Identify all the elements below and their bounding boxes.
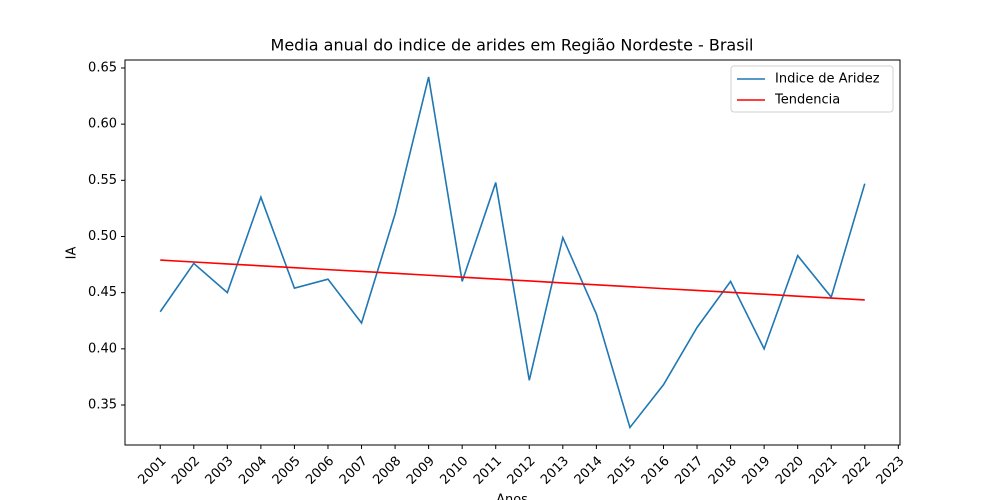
legend-label: Indice de Aridez [775,72,880,87]
y-tick-label: 0.40 [88,341,117,356]
y-tick-label: 0.60 [88,117,117,132]
y-tick-label: 0.55 [88,173,117,188]
y-tick-label: 0.50 [88,229,117,244]
y-tick-label: 0.65 [88,60,117,75]
y-tick-label: 0.35 [88,398,117,413]
plot-frame [124,59,901,446]
legend: Indice de Aridez Tendencia [730,65,894,113]
y-axis-label: IA [65,247,80,260]
chart-title: Media anual do indice de arides em Regiã… [271,36,754,55]
data-line [159,76,866,430]
y-tick-label: 0.45 [88,285,117,300]
x-axis-label: Anos [496,493,528,500]
legend-box [730,65,894,113]
legend-label: Tendencia [774,93,840,108]
data-line [160,259,865,301]
